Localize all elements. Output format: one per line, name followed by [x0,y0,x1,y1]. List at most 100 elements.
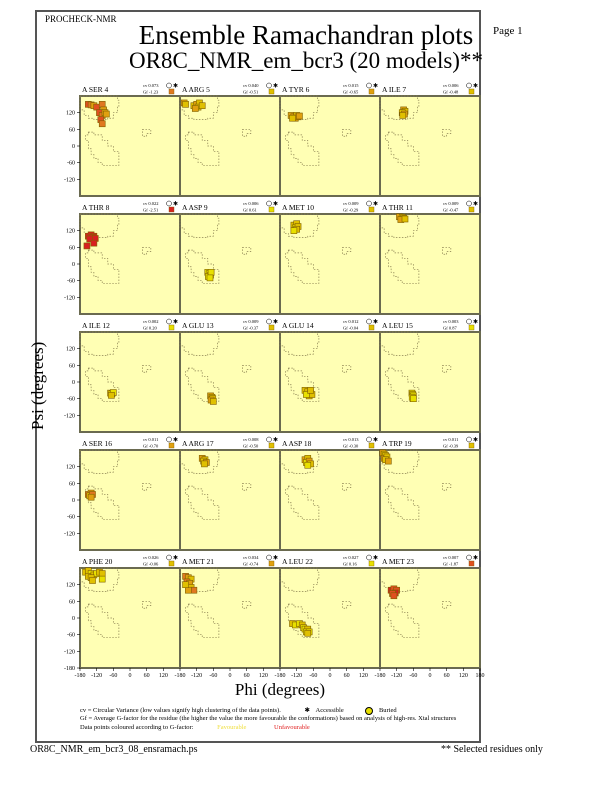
allowed-region-outline [379,213,420,238]
accessible-icon: ✱ [473,201,478,208]
x-tick-label: 0 [229,673,232,679]
allowed-region-outline [185,131,220,166]
ramachandran-grid: A SER 4 cv 0.073 ✱ Gf -1.23 120 60 0 -60 -120 A A… [64,82,485,680]
y-tick-label: -120 [64,177,75,183]
x-axis-label: Phi (degrees) [234,680,326,699]
gf-value: Gf -0.48 [443,90,459,95]
clock-icon [266,82,272,89]
cv-value: cv 0.009 [443,201,459,206]
data-point [90,239,98,247]
allowed-region-outline [185,603,220,638]
x-tick-label: 0 [129,673,132,679]
y-tick-label: 60 [69,481,75,487]
residue-label: A ASP 18 [282,439,312,448]
data-point [304,629,312,637]
x-tick-label: -60 [409,673,417,679]
allowed-region-outline [279,567,320,592]
accessible-icon: ✱ [373,83,378,90]
footer-filename: OR8C_NMR_em_bcr3_08_ensramach.ps [30,744,198,755]
cv-value: cv 0.026 [143,555,159,560]
gf-color-swatch [468,88,475,95]
clock-icon [266,318,272,325]
x-tick-label: 60 [344,673,350,679]
cv-value: cv 0.015 [343,83,359,88]
data-point [103,110,110,118]
panel-14 [279,449,381,551]
clock-icon [466,436,472,443]
y-tick-label: -120 [64,531,75,537]
gf-value: Gf -0.29 [343,208,359,213]
residue-label: A MET 10 [282,203,314,212]
allowed-region-outline [385,367,420,402]
y-tick-label: -60 [67,397,75,403]
residue-label: A ARG 5 [182,85,210,94]
gf-color-swatch [168,88,175,95]
page-title: Ensemble Ramachandran plots [138,20,474,50]
gf-color-swatch [268,324,275,331]
gf-color-swatch [268,442,275,449]
y-tick-label: 120 [66,583,75,589]
gf-value: Gf -0.47 [443,208,459,213]
cv-value: cv 0.022 [143,201,159,206]
residue-label: A THR 11 [382,203,413,212]
gf-color-swatch [468,206,475,213]
allowed-region-outline [379,331,420,356]
residue-label: A SER 4 [82,85,109,94]
accessible-icon: ✱ [273,319,278,326]
gf-value: Gf 0.61 [243,208,257,213]
cv-value: cv 0.002 [143,319,159,324]
gf-value: Gf -0.74 [243,562,259,567]
residue-label: A TRP 19 [382,439,412,448]
data-point [201,460,208,468]
allowed-region-outline [79,449,120,474]
allowed-region-outline [385,485,420,520]
gf-color-swatch [168,324,175,331]
clock-icon [166,554,172,561]
residue-label: A MET 23 [382,557,414,566]
residue-label: A ILE 7 [382,85,406,94]
clock-icon [366,554,372,561]
gf-value: Gf -1.87 [443,562,459,567]
legend-colour-row: Data points coloured according to G-fact… [80,724,310,731]
gf-color-swatch [468,560,475,567]
panel-17 [179,567,281,669]
x-tick-label: -120 [191,673,202,679]
data-point [87,493,95,501]
legend-cv-text: cv = Circular Variance (low values signi… [80,707,281,714]
accessible-icon: ✱ [473,319,478,326]
y-tick-label: 60 [69,127,75,133]
gf-color-swatch [368,206,375,213]
cv-value: cv 0.009 [243,319,259,324]
data-point [304,461,312,469]
data-point [207,269,215,276]
cv-value: cv 0.034 [243,555,259,560]
data-point [385,457,392,465]
panel-4 [79,213,181,315]
clock-icon [466,554,472,561]
accessible-icon: ✱ [373,437,378,444]
accessible-icon: ✱ [373,201,378,208]
gf-color-swatch [268,88,275,95]
y-tick-label: -60 [67,515,75,521]
allowed-region-outline [379,449,420,474]
data-point [98,101,106,108]
x-tick-label: -180 [175,673,186,679]
allowed-region-outline [79,331,120,356]
residue-label: A MET 21 [182,557,214,566]
x-tick-label: 0 [429,673,432,679]
gf-value: Gf -0.06 [143,562,159,567]
y-tick-label: 120 [66,465,75,471]
accessible-icon: ✱ [473,437,478,444]
y-axis-label: Psi (degrees) [28,341,47,430]
x-tick-label: -120 [91,673,102,679]
x-tick-label: -60 [309,673,317,679]
allowed-region-outline [379,95,420,120]
allowed-region-outline [385,249,420,284]
legend-accessible: Accessible [315,707,344,714]
gf-value: Gf -0.51 [243,90,258,95]
x-tick-label: -60 [209,673,217,679]
data-point [108,392,115,399]
clock-icon [266,200,272,207]
accessible-icon: ✱ [473,83,478,90]
cv-value: cv 0.007 [443,555,459,560]
